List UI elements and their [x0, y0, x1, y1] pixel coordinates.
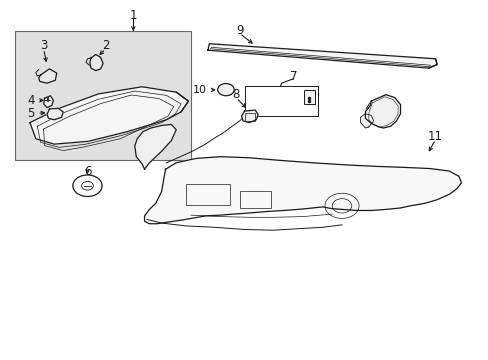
Polygon shape	[30, 87, 188, 144]
Text: 3: 3	[40, 39, 47, 52]
Bar	[304, 90, 314, 104]
Polygon shape	[207, 44, 436, 68]
Circle shape	[217, 84, 234, 96]
Circle shape	[73, 175, 102, 197]
Polygon shape	[39, 69, 57, 83]
Text: 10: 10	[192, 85, 206, 95]
Bar	[239, 191, 271, 208]
Bar	[185, 184, 229, 205]
Text: 7: 7	[289, 69, 296, 82]
Polygon shape	[135, 125, 176, 169]
Polygon shape	[47, 108, 63, 120]
Text: 8: 8	[232, 88, 240, 101]
Bar	[244, 113, 254, 121]
Polygon shape	[360, 114, 373, 128]
Polygon shape	[365, 95, 400, 128]
Text: 6: 6	[83, 165, 91, 177]
Bar	[15, 31, 190, 160]
Polygon shape	[90, 54, 103, 71]
Text: 5: 5	[27, 107, 35, 120]
Polygon shape	[43, 96, 53, 108]
Polygon shape	[241, 110, 258, 123]
Text: 1: 1	[129, 9, 137, 22]
Polygon shape	[144, 157, 461, 224]
Text: 4: 4	[27, 94, 35, 107]
Text: 2: 2	[102, 39, 109, 52]
Text: 11: 11	[427, 130, 442, 143]
Text: 9: 9	[235, 24, 243, 37]
